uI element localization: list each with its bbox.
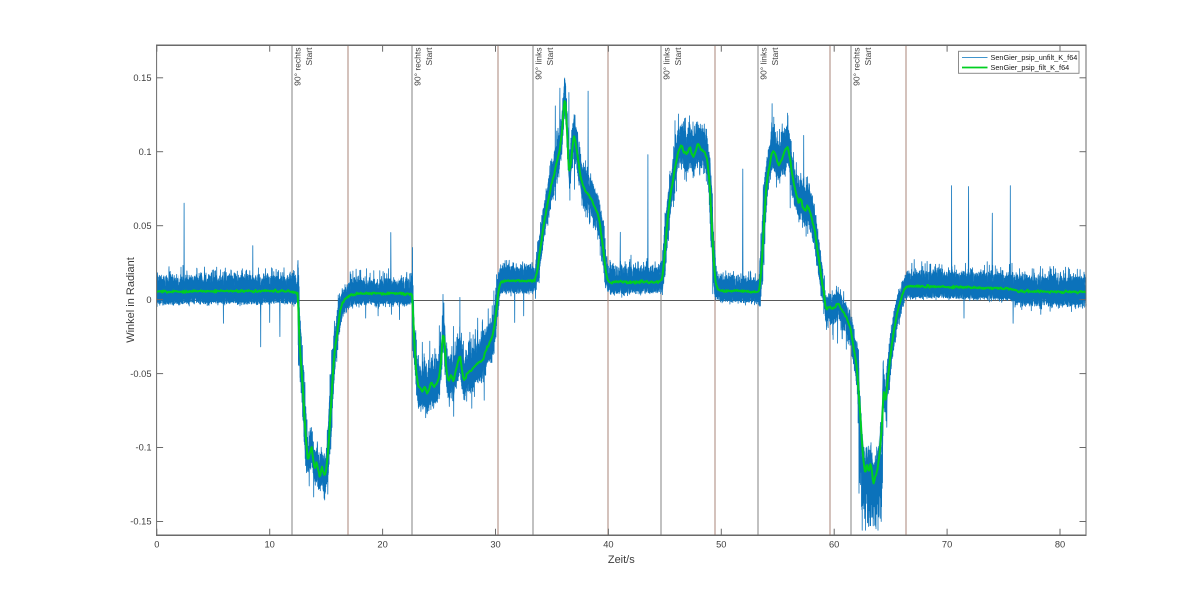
svg-text:90° links: 90° links (534, 48, 544, 80)
svg-text:-0.1: -0.1 (135, 443, 151, 453)
svg-text:Start: Start (304, 47, 314, 66)
svg-text:Start: Start (673, 47, 683, 66)
svg-text:80: 80 (1055, 540, 1065, 550)
svg-text:90° links: 90° links (759, 48, 769, 80)
svg-text:0.05: 0.05 (133, 221, 151, 231)
svg-text:0.1: 0.1 (139, 147, 152, 157)
svg-text:20: 20 (377, 540, 387, 550)
svg-text:Start: Start (863, 47, 873, 66)
svg-text:90° rechts: 90° rechts (293, 48, 303, 86)
svg-text:Start: Start (770, 47, 780, 66)
svg-text:30: 30 (490, 540, 500, 550)
svg-text:0.15: 0.15 (133, 73, 151, 83)
svg-text:-0.05: -0.05 (130, 369, 151, 379)
svg-text:40: 40 (603, 540, 613, 550)
svg-text:0: 0 (146, 295, 151, 305)
svg-text:90° links: 90° links (662, 48, 672, 80)
svg-text:70: 70 (942, 540, 952, 550)
svg-text:-0.15: -0.15 (130, 517, 151, 527)
svg-text:0: 0 (154, 540, 159, 550)
svg-text:10: 10 (265, 540, 275, 550)
svg-text:Winkel in Radiant: Winkel in Radiant (125, 257, 137, 343)
svg-text:90° rechts: 90° rechts (413, 48, 423, 86)
svg-text:Start: Start (545, 47, 555, 66)
svg-text:60: 60 (829, 540, 839, 550)
svg-text:SenGier_psip_filt_K_f64: SenGier_psip_filt_K_f64 (991, 63, 1070, 72)
svg-text:90° rechts: 90° rechts (852, 48, 862, 86)
svg-text:50: 50 (716, 540, 726, 550)
svg-text:Zeit/s: Zeit/s (608, 554, 635, 566)
svg-text:SenGier_psip_unfilt_K_f64: SenGier_psip_unfilt_K_f64 (991, 53, 1078, 62)
svg-text:Start: Start (424, 47, 434, 66)
